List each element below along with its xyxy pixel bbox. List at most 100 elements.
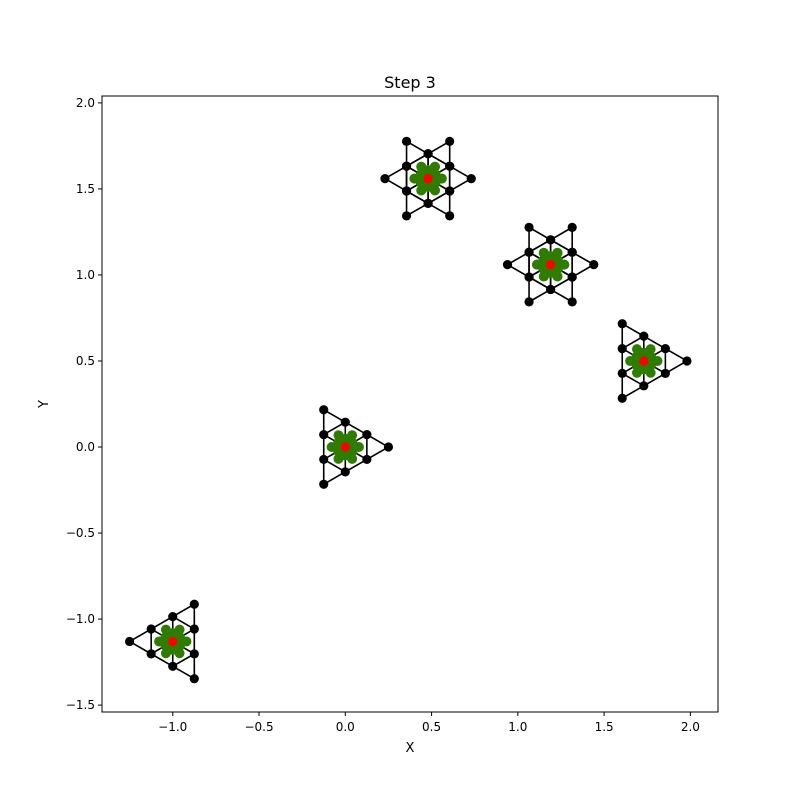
- cluster-triangle-2: [125, 599, 199, 684]
- hexagon-vertex: [174, 648, 185, 659]
- hexagon-vertex: [631, 344, 642, 355]
- outer-vertex: [617, 368, 627, 379]
- inner-vertex: [168, 636, 178, 647]
- hexagon-vertex: [652, 355, 663, 366]
- hexagon-vertex: [552, 247, 563, 258]
- hexagon-vertex: [631, 367, 642, 378]
- y-tick-label: 1.0: [76, 268, 95, 282]
- hexagon-vertex: [429, 185, 440, 196]
- hexagon-vertex: [160, 648, 171, 659]
- hexagon-vertex: [333, 453, 344, 464]
- outer-vertex: [168, 661, 178, 671]
- outer-vertex: [380, 173, 390, 184]
- y-tick-label: −1.5: [66, 698, 95, 712]
- y-tick-label: 0.5: [76, 354, 95, 368]
- chart-title: Step 3: [384, 73, 436, 92]
- hexagon-vertex: [347, 430, 358, 441]
- outer-vertex: [567, 297, 577, 307]
- cluster-star-1: [380, 136, 476, 221]
- outer-vertex: [466, 173, 476, 184]
- y-tick-label: 0.0: [76, 440, 95, 454]
- outer-vertex: [639, 381, 649, 391]
- outer-vertex: [546, 235, 556, 245]
- inner-vertex: [639, 356, 649, 366]
- hexagon-vertex: [416, 161, 427, 172]
- outer-vertex: [524, 297, 534, 307]
- outer-vertex: [401, 161, 412, 171]
- outer-vertex: [189, 674, 199, 684]
- outer-vertex: [660, 368, 670, 379]
- cluster-triangle-3: [617, 319, 692, 403]
- hexagon-vertex: [326, 442, 337, 453]
- outer-vertex: [189, 599, 199, 609]
- outer-vertex: [567, 247, 577, 257]
- outer-vertex: [319, 405, 329, 415]
- hexagon-vertex: [559, 259, 570, 270]
- hexagon-vertex: [347, 453, 358, 464]
- hexagon-vertex: [409, 173, 420, 184]
- hexagon-vertex: [645, 367, 656, 378]
- hexagon-vertex: [353, 442, 364, 453]
- y-axis-label: Y: [37, 400, 52, 409]
- axis-ticks: −1.0 −0.5 0.0 0.5 1.0 1.5 2.0 −1.5 −1.0 −0.5 0.0 0.…: [66, 96, 700, 734]
- outer-vertex: [617, 343, 627, 354]
- hexagon-vertex: [181, 636, 192, 647]
- x-tick-label: 1.0: [508, 720, 527, 734]
- outer-vertex: [319, 429, 329, 440]
- outer-vertex: [524, 272, 534, 282]
- inner-vertex: [340, 442, 350, 452]
- x-tick-label: 0.0: [336, 720, 355, 734]
- hexagon-vertex: [645, 344, 656, 355]
- x-tick-label: 1.5: [595, 720, 614, 734]
- outer-vertex: [546, 284, 556, 295]
- outer-vertex: [401, 136, 412, 146]
- plot-frame: [101, 95, 719, 713]
- outer-vertex: [319, 454, 329, 465]
- outer-vertex: [445, 211, 455, 221]
- outer-vertex: [362, 429, 372, 440]
- outer-vertex: [589, 260, 599, 270]
- inner-vertex: [546, 260, 556, 270]
- outer-vertex: [146, 624, 156, 634]
- plot-area: [125, 136, 692, 684]
- outer-vertex: [146, 649, 156, 659]
- cluster-triangle-1: [319, 405, 394, 489]
- outer-vertex: [340, 467, 350, 477]
- outer-vertex: [567, 272, 577, 282]
- outer-vertex: [168, 612, 178, 622]
- x-tick-label: −1.0: [158, 720, 187, 734]
- outer-vertex: [660, 343, 670, 354]
- outer-vertex: [362, 454, 372, 465]
- hexagon-vertex: [174, 624, 185, 635]
- hexagon-vertex: [531, 259, 542, 270]
- outer-vertex: [682, 356, 692, 366]
- cluster-star-2: [502, 222, 599, 307]
- outer-vertex: [189, 649, 199, 659]
- outer-vertex: [319, 479, 329, 489]
- outer-vertex: [524, 222, 534, 232]
- outer-vertex: [340, 417, 350, 427]
- hexagon-vertex: [625, 355, 636, 366]
- hexagon-vertex: [538, 247, 549, 258]
- outer-vertex: [617, 393, 627, 403]
- outer-vertex: [423, 198, 433, 209]
- outer-vertex: [445, 186, 455, 196]
- outer-vertex: [617, 319, 627, 329]
- outer-vertex: [189, 624, 199, 634]
- outer-vertex: [401, 211, 412, 221]
- outer-vertex: [639, 331, 649, 341]
- outer-vertex: [383, 442, 394, 452]
- outer-vertex: [567, 222, 577, 232]
- x-axis-label: X: [406, 741, 415, 756]
- y-tick-label: 2.0: [76, 96, 95, 110]
- y-tick-label: −1.0: [66, 612, 95, 626]
- outer-vertex: [445, 136, 455, 146]
- x-tick-label: 2.0: [681, 720, 700, 734]
- y-tick-label: 1.5: [76, 182, 95, 196]
- hexagon-vertex: [429, 161, 440, 172]
- hexagon-vertex: [160, 624, 171, 635]
- hexagon-vertex: [333, 430, 344, 441]
- hexagon-vertex: [436, 173, 447, 184]
- x-tick-label: −0.5: [244, 720, 273, 734]
